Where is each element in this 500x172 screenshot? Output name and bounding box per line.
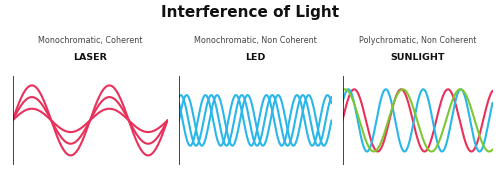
Text: Polychromatic, Non Coherent: Polychromatic, Non Coherent [359, 36, 476, 45]
Text: LASER: LASER [73, 53, 107, 62]
Text: SUNLIGHT: SUNLIGHT [390, 53, 445, 62]
Text: Interference of Light: Interference of Light [161, 5, 339, 20]
Text: Monochromatic, Non Coherent: Monochromatic, Non Coherent [194, 36, 316, 45]
Text: Monochromatic, Coherent: Monochromatic, Coherent [38, 36, 142, 45]
Text: LED: LED [245, 53, 266, 62]
